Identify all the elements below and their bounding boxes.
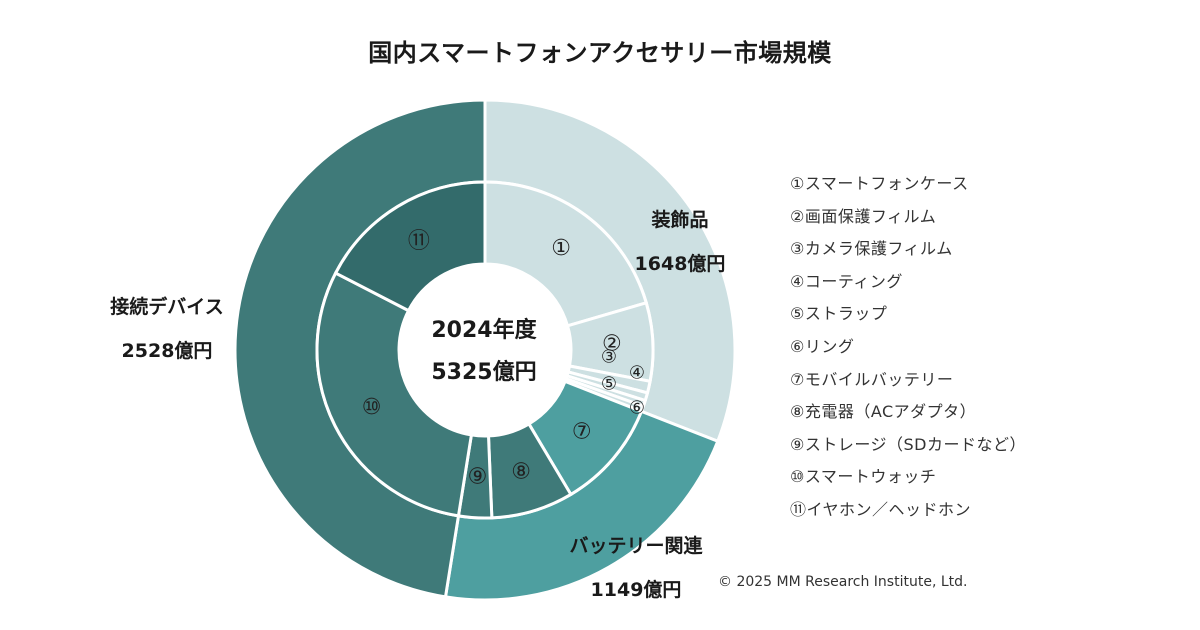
center-total: 5325億円: [431, 360, 537, 385]
inner-slice-marker-6: ⑥: [629, 398, 645, 419]
legend-item: ⑥リング: [790, 336, 855, 356]
outer-label-connect-name: 接続デバイス: [110, 296, 224, 318]
inner-slice-marker-4: ④: [629, 363, 645, 384]
inner-slice-marker-8: ⑧: [511, 459, 531, 484]
legend-item: ⑪イヤホン／ヘッドホン: [790, 499, 972, 519]
outer-ring: [233, 98, 737, 602]
legend-item: ⑩スマートウォッチ: [790, 467, 937, 487]
inner-slice-marker-9: ⑨: [468, 464, 488, 489]
outer-label-battery-value: 1149億円: [590, 579, 682, 601]
legend-item: ④コーティング: [790, 271, 903, 291]
copyright-notice: © 2025 MM Research Institute, Ltd.: [718, 574, 968, 590]
inner-slice-marker-5: ⑤: [601, 374, 617, 395]
inner-ring: [315, 180, 655, 520]
legend-item: ⑧充電器（ACアダプタ）: [790, 402, 977, 422]
legend: ①スマートフォンケース ②画面保護フィルム ③カメラ保護フィルム ④コーティング…: [790, 168, 1026, 527]
legend-item: ⑤ストラップ: [790, 304, 888, 324]
inner-slice-marker-2: ②: [602, 331, 622, 356]
outer-label-decor-value: 1648億円: [634, 253, 726, 275]
legend-item: ⑨ストレージ（SDカードなど）: [790, 434, 1027, 454]
legend-item: ⑦モバイルバッテリー: [790, 369, 954, 389]
outer-label-connect: 接続デバイス 2528億円: [92, 285, 242, 373]
inner-slice-marker-10: ⑩: [362, 395, 382, 420]
inner-slice-marker-11: ⑪: [408, 229, 430, 254]
inner-slice-marker-3: ③: [601, 347, 617, 368]
legend-item: ②画面保護フィルム: [790, 206, 937, 226]
legend-item: ③カメラ保護フィルム: [790, 239, 953, 259]
center-hole: [399, 264, 571, 436]
center-total-label: 2024年度 5325億円: [404, 310, 564, 394]
inner-slice-marker-1: ①: [551, 236, 571, 261]
legend-item: ①スマートフォンケース: [790, 174, 969, 193]
inner-slice-marker-7: ⑦: [572, 420, 592, 445]
outer-label-battery-name: バッテリー関連: [569, 535, 703, 557]
outer-label-decor: 装飾品 1648億円: [620, 198, 740, 286]
center-year: 2024年度: [431, 318, 537, 343]
outer-label-decor-name: 装飾品: [651, 209, 709, 231]
outer-label-connect-value: 2528億円: [121, 340, 213, 362]
inner-slice-1: [483, 180, 649, 328]
outer-label-battery: バッテリー関連 1149億円: [556, 524, 716, 612]
chart-title: 国内スマートフォンアクセサリー市場規模: [368, 39, 832, 67]
